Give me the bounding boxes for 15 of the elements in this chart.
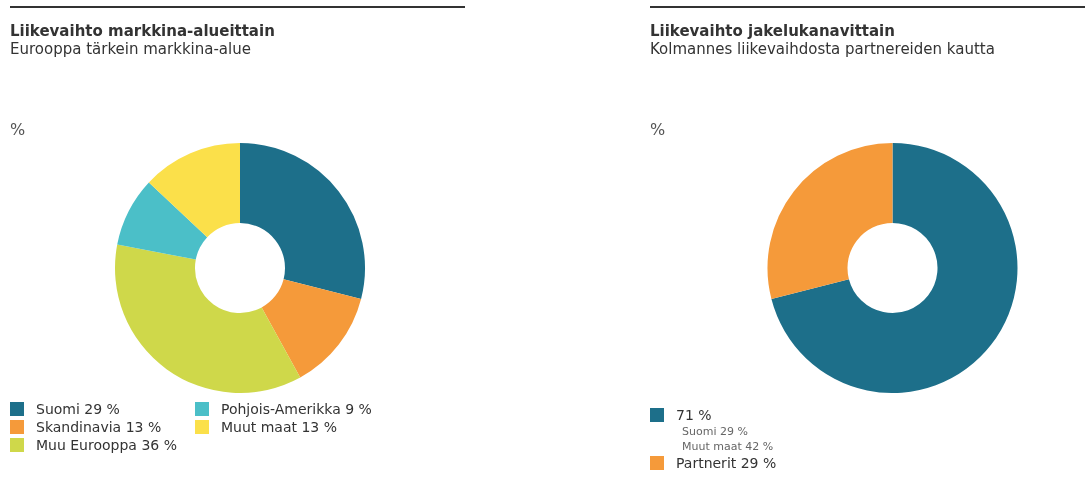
legend-label: Muu Eurooppa 36 % — [36, 437, 177, 453]
chart-subtitle: Kolmannes liikevaihdosta partnereiden kautta — [650, 40, 996, 59]
text: % — [650, 120, 666, 139]
chart-title: Liikevaihto markkina-alueittain — [10, 22, 276, 40]
text: % — [10, 120, 26, 139]
legend-label: Skandinavia 13 % — [36, 419, 162, 435]
chart-subtitle: Eurooppa tärkein markkina-alue — [10, 40, 252, 59]
text: Suomi 29 % — [682, 424, 749, 439]
legend-label: Partnerit 29 % — [676, 455, 777, 471]
text: Muut maat 42 % — [682, 439, 775, 454]
legend-label: Muut maat 13 % — [220, 419, 338, 435]
chart-title: Liikevaihto jakelukanavittain — [650, 22, 896, 40]
data-label: 71 % — [676, 407, 712, 423]
legend-label: Suomi 29 % — [36, 401, 120, 417]
legend-label: Pohjois-Amerikka 9 % — [220, 401, 372, 417]
